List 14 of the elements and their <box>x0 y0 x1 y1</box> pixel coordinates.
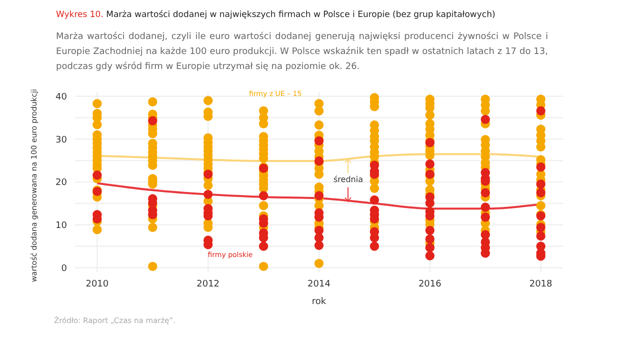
x-tick-label: 2010 <box>86 279 109 290</box>
x-tick-label: 2018 <box>529 279 553 290</box>
y-tick-label: 0 <box>61 264 68 274</box>
y-tick-label: 40 <box>56 92 68 102</box>
annotation: średnia <box>332 174 364 186</box>
y-tick-label: 10 <box>56 221 68 232</box>
y-tick-label: 30 <box>56 135 68 146</box>
chart-subtitle: Marża wartości dodanej, czyli ile euro wartości dodanej generują najwięksi producenci żywności w Polsce i Europie Zachodniej na każde 100 euro produkcji. W Polsce wskaźnik ten spadł w ostatnich latach z 17 do 13, podczas gdy wśród firm w Europie utrzymał się na poziomie ok. 26. <box>56 30 548 74</box>
chart-title: Wykres 10. Marża wartości dodanej w największych firmach w Polsce i Europie (bez grup kapitałowych) <box>56 10 496 20</box>
x-tick-label: 2014 <box>308 279 331 290</box>
x-tick-label: 2012 <box>196 279 220 290</box>
y-tick-label: 20 <box>56 178 68 188</box>
x-tick-label: 2016 <box>418 279 442 290</box>
x-axis-title: rok <box>312 297 327 307</box>
